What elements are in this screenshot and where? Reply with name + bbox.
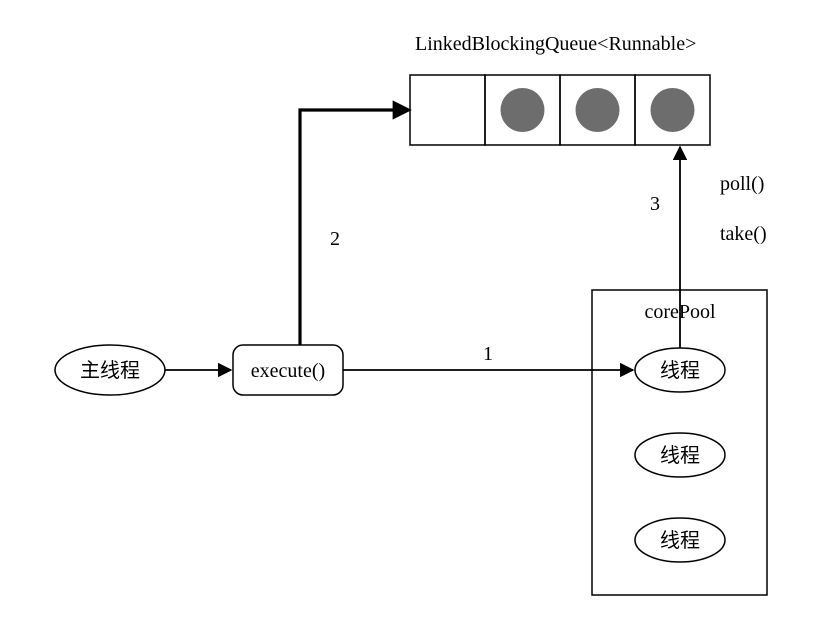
edge-core-queue-extra-0: poll() [720,173,764,195]
edge-exec-queue-label: 2 [330,228,340,250]
execute-label: execute() [251,360,325,382]
diagram-canvas: LinkedBlockingQueue<Runnable> 主线程 execut… [0,0,838,617]
thread1-label: 线程 [660,359,700,382]
queue-slot-3-dot [651,88,695,132]
queue-slot-2-dot [576,88,620,132]
main-thread-label: 主线程 [80,359,140,382]
queue [410,75,710,145]
edge-exec-core-label: 1 [483,343,493,365]
edge-core-queue-extra-1: take() [720,223,767,245]
queue-slot-1-dot [501,88,545,132]
main-thread-node: 主线程 [55,345,165,395]
thread2-label: 线程 [660,444,700,467]
edge-exec-queue [300,110,408,345]
queue-title: LinkedBlockingQueue<Runnable> [415,33,696,55]
execute-node: execute() [233,345,343,395]
queue-cell-0 [410,75,485,145]
edge-core-queue-label: 3 [650,193,660,215]
thread3-label: 线程 [660,529,700,552]
